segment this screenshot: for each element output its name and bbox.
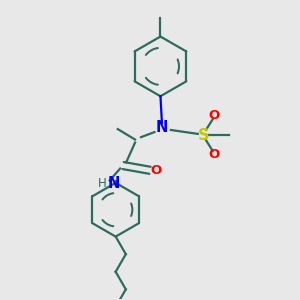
- Text: N: N: [107, 176, 120, 191]
- Text: O: O: [208, 148, 220, 161]
- Text: S: S: [198, 128, 209, 142]
- Text: N: N: [156, 120, 168, 135]
- Text: O: O: [208, 109, 220, 122]
- Text: O: O: [150, 164, 162, 177]
- Text: H: H: [98, 177, 106, 190]
